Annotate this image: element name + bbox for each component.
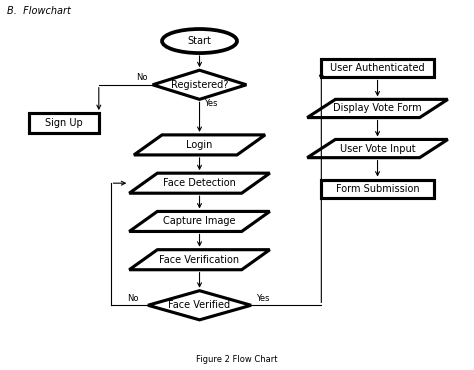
Text: Login: Login xyxy=(186,140,213,150)
Text: Display Vote Form: Display Vote Form xyxy=(333,104,422,114)
Bar xyxy=(321,59,434,77)
Text: B.  Flowchart: B. Flowchart xyxy=(8,6,72,16)
Bar xyxy=(28,113,99,133)
Text: Face Verification: Face Verification xyxy=(159,255,239,265)
Text: Figure 2 Flow Chart: Figure 2 Flow Chart xyxy=(196,354,278,364)
Text: Form Submission: Form Submission xyxy=(336,184,419,194)
Text: No: No xyxy=(137,73,148,83)
Text: User Authenticated: User Authenticated xyxy=(330,63,425,73)
Text: Yes: Yes xyxy=(256,294,269,303)
Text: Sign Up: Sign Up xyxy=(45,118,82,128)
Text: No: No xyxy=(127,294,138,303)
Text: Face Verified: Face Verified xyxy=(168,300,230,310)
Text: Start: Start xyxy=(188,36,211,46)
Text: Yes: Yes xyxy=(204,99,218,108)
Text: Face Detection: Face Detection xyxy=(163,178,236,188)
Bar xyxy=(321,179,434,198)
Text: Registered?: Registered? xyxy=(171,80,228,90)
Text: Capture Image: Capture Image xyxy=(163,216,236,226)
Text: User Vote Input: User Vote Input xyxy=(340,144,415,154)
